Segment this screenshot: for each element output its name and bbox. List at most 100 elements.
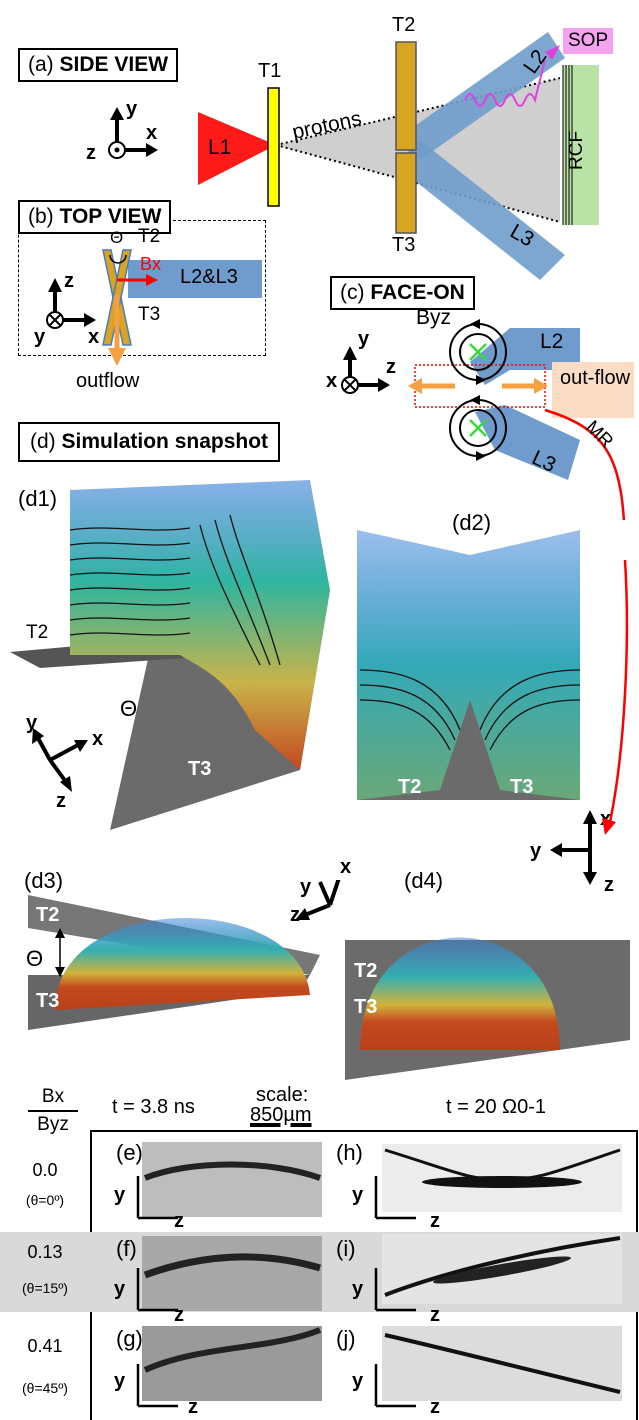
results-images [136,1142,622,1408]
outflow-box [552,362,634,418]
ratio-denominator: Byz [37,1113,69,1135]
e-axis-z: z [174,1210,184,1232]
g-axis-z: z [188,1396,198,1418]
d4-dome [360,937,560,1050]
i-axis-z: z [430,1304,440,1326]
d1-label: (d1) [18,486,58,511]
l3-beam [395,140,565,280]
side-view-diagram [108,32,599,280]
face-axis-x: x [326,370,338,392]
l1-laser [198,112,276,185]
theta-top-label: Θ [110,228,124,247]
d1-field-lines [69,514,281,666]
top-view-diagram [46,249,262,366]
panel-b-label: (b) [28,205,54,228]
l3-face-beam [475,405,580,480]
mid-axis-x: x [340,856,352,878]
mr-curve [544,408,626,520]
d4-t3-label: T3 [354,996,378,1018]
rcf-label: RCF [566,130,587,170]
d4-t2-label: T2 [354,960,378,982]
t3-label-side: T3 [392,234,416,256]
ratio-numerator: Bx [41,1086,65,1107]
byz-label: Byz [416,306,452,329]
face-axis-y: y [358,328,370,350]
d2-t3-label: T3 [510,776,534,798]
top-axis-z: z [64,270,74,292]
d3-t3-label: T3 [36,990,60,1012]
d2-plume [357,530,580,800]
f-axis-y: y [114,1278,126,1300]
ratio-row-1: 0.0 [32,1160,58,1180]
face-on-diagram [341,319,634,520]
d2-axis-y: y [530,840,542,862]
d3-dome [55,918,310,1010]
face-axis-z: z [386,356,396,378]
mid-axis-y: y [300,876,312,898]
d2-t2-label: T2 [398,776,422,798]
d3-theta-label: Θ [26,946,44,971]
scale-value: 850µm [250,1104,312,1126]
top-view-title: (b) TOP VIEW [18,200,172,234]
t3-top-label: T3 [138,304,161,325]
face-on-text: FACE-ON [370,281,465,304]
d1-plume [70,480,330,770]
sop-signal [464,59,546,107]
panel-g-label: (g) [116,1326,143,1351]
f-axis-z: z [174,1304,184,1326]
outflow-right-label: out-flow [559,367,631,389]
simulation-renderings [10,480,597,885]
sop-label: SOP [563,28,614,54]
d1-theta-label: Θ [120,696,138,721]
e-axis-y: y [114,1184,126,1206]
top-axis-y: y [34,326,46,348]
t2-label-side: T2 [392,14,416,36]
d2-axis-x: x [600,808,612,830]
ratio-header: Bx Byz [8,1086,98,1136]
l2l3-beam [128,260,262,298]
t2-target [395,41,417,151]
d4-label: (d4) [404,868,444,893]
mr-arrow-end [602,560,629,835]
mid-axis-z: z [290,904,300,926]
d2-label: (d2) [452,510,492,535]
simulation-title: (d) Simulation snapshot [18,422,281,462]
top-axis-x: x [88,326,100,348]
t2-top-label: T2 [138,226,161,247]
t1-foil [267,87,280,207]
ratio-row-3: 0.41 [27,1336,63,1356]
d1-t3-label: T3 [188,758,212,780]
side-axis-y: y [126,98,138,120]
panel-i-label: (i) [336,1236,356,1261]
top-view-text: TOP VIEW [59,205,162,228]
side-view-text: SIDE VIEW [59,53,169,76]
side-view-title: (a) SIDE VIEW [18,48,179,82]
h-axis-z: z [430,1210,440,1232]
simulation-renderings-lower [28,880,630,1080]
d1-t2-label: T2 [26,622,49,643]
i-axis-y: y [352,1278,364,1300]
side-axis-z: z [86,142,96,164]
time-right-label: t = 20 Ω0-1 [446,1096,547,1118]
outflow-label: outflow [76,370,140,392]
panel-h-label: (h) [336,1140,363,1165]
ratio-row-2: 0.13 [27,1242,63,1262]
d1-axis-y: y [26,712,38,734]
panel-c-label: (c) [340,281,365,304]
side-axis-x: x [146,122,158,144]
theta-row-2: (θ=15º) [22,1280,68,1296]
d2-field-lines [359,669,581,751]
panel-a-label: (a) [28,53,54,76]
t3-target [395,152,417,234]
d2-axis-z: z [604,874,614,896]
t1-label: T1 [258,60,282,82]
panel-d-label: (d) [30,430,56,453]
d3-label: (d3) [24,868,64,893]
theta-row-3: (θ=45º) [22,1380,68,1396]
d3-t2-label: T2 [36,904,60,926]
d1-axis-z: z [56,790,66,812]
theta-row-1: (θ=0º) [25,1192,65,1208]
d1-axis-x: x [92,728,104,750]
panel-e-label: (e) [116,1140,143,1165]
l2-beam [395,32,565,160]
